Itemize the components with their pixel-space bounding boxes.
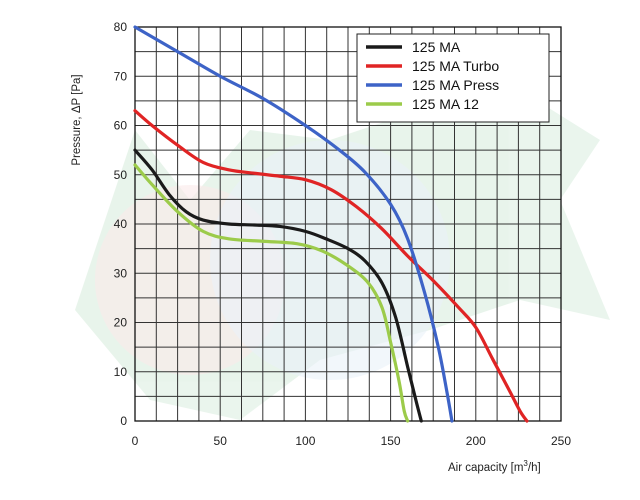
y-tick-label: 50 [114, 168, 128, 182]
y-tick-label: 60 [114, 119, 128, 133]
x-axis-label-end: /h] [528, 462, 541, 474]
x-axis-label-sup: 3 [523, 459, 528, 468]
x-tick-label: 50 [214, 434, 228, 448]
y-tick-label: 40 [114, 217, 128, 231]
x-tick-labels: 0 50 100 150 200 250 [132, 434, 572, 448]
x-tick-label: 100 [295, 434, 315, 448]
legend-label-125-ma-12: 125 MA 12 [412, 96, 479, 112]
x-axis-label: Air capacity [m3/h] [448, 459, 541, 474]
y-tick-label: 10 [114, 365, 128, 379]
series-line-125-ma-turbo [133, 109, 529, 423]
x-tick-label: 150 [381, 434, 401, 448]
watermark-logo [75, 90, 610, 420]
series-line-125-ma-12 [133, 163, 410, 423]
legend-label-125-ma-turbo: 125 MA Turbo [412, 58, 499, 74]
y-tick-labels: 0 10 20 30 40 50 60 70 80 [114, 20, 128, 428]
y-tick-label: 20 [114, 316, 128, 330]
legend-label-125-ma-press: 125 MA Press [412, 77, 499, 93]
y-tick-label: 80 [114, 20, 128, 34]
x-tick-label: 200 [466, 434, 486, 448]
plot-frame [134, 26, 562, 422]
series-group [133, 25, 529, 423]
series-line-125-ma [133, 148, 423, 423]
x-tick-label: 250 [551, 434, 571, 448]
y-tick-label: 30 [114, 266, 128, 280]
y-axis-label: Pressure, ΔP [Pa] [71, 74, 83, 165]
series-line-125-ma-press [133, 25, 454, 423]
y-tick-label: 0 [120, 414, 127, 428]
y-tick-label: 70 [114, 69, 128, 83]
legend: 125 MA 125 MA Turbo 125 MA Press 125 MA 12 [356, 33, 550, 123]
plot-border [134, 26, 562, 422]
legend-label-125-ma: 125 MA [412, 39, 461, 55]
x-axis-label-main: Air capacity [m [448, 462, 523, 474]
legend-items: 125 MA 125 MA Turbo 125 MA Press 125 MA 12 [366, 39, 499, 112]
x-tick-label: 0 [132, 434, 139, 448]
